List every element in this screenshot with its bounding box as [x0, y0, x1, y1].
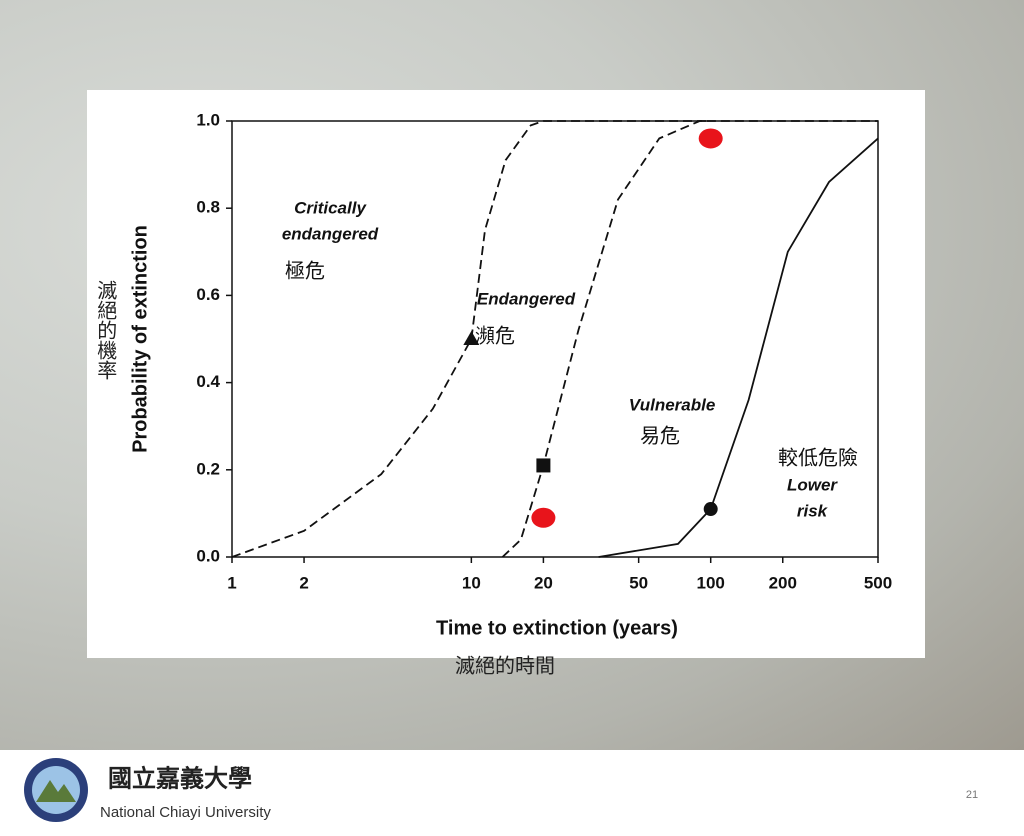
y-axis-label-zh: 滅絕的機率	[94, 280, 117, 380]
x-tick-label: 50	[629, 573, 648, 592]
page-number: 21	[966, 789, 978, 801]
annotation: 極危	[285, 259, 325, 282]
x-tick-label: 500	[864, 573, 892, 592]
annotation: risk	[797, 501, 829, 520]
x-tick-label: 1	[227, 573, 236, 592]
university-zh: 國立嘉義大學	[108, 764, 252, 793]
annotation: 瀕危	[475, 324, 515, 347]
x-tick-label: 200	[769, 573, 797, 592]
marker-square	[536, 458, 551, 473]
x-axis-label-zh: 滅絕的時間	[455, 654, 555, 677]
y-tick-label: 1.0	[196, 110, 220, 129]
chart: Time to extinction (years) 滅絕的時間 Probabi…	[87, 90, 925, 678]
y-tick-label: 0.8	[196, 198, 220, 217]
marker-circle	[703, 502, 718, 517]
y-tick-label: 0.4	[196, 372, 220, 391]
annotation: 較低危險	[778, 446, 858, 469]
x-axis-label: Time to extinction (years)	[436, 617, 678, 639]
logo-mountain	[36, 780, 76, 802]
chart-panel	[87, 90, 925, 658]
university-en: National Chiayi University	[100, 804, 271, 821]
annotation: endangered	[282, 224, 379, 243]
annotation: Endangered	[477, 289, 576, 308]
x-tick-label: 100	[697, 573, 725, 592]
x-tick-label: 2	[299, 573, 308, 592]
highlight-dot	[531, 507, 556, 528]
curve	[501, 120, 878, 558]
curve	[231, 120, 711, 558]
y-tick-label: 0.2	[196, 459, 220, 478]
x-tick-label: 20	[534, 573, 553, 592]
footer: 國立嘉義大學 National Chiayi University 21	[0, 750, 1024, 831]
annotation: 易危	[640, 424, 680, 447]
highlight-dot	[698, 128, 723, 149]
annotation: Vulnerable	[629, 395, 716, 414]
footer-svg: 國立嘉義大學 National Chiayi University 21	[24, 758, 978, 822]
x-tick-label: 10	[462, 573, 481, 592]
y-tick-label: 0.0	[196, 546, 220, 565]
marker-triangle	[463, 331, 480, 345]
y-axis-label: Probability of extinction	[129, 225, 151, 453]
y-tick-label: 0.6	[196, 285, 220, 304]
annotation: Lower	[787, 475, 838, 494]
plot-frame	[231, 120, 879, 558]
curve	[598, 137, 879, 558]
annotation: Critically	[294, 198, 367, 217]
